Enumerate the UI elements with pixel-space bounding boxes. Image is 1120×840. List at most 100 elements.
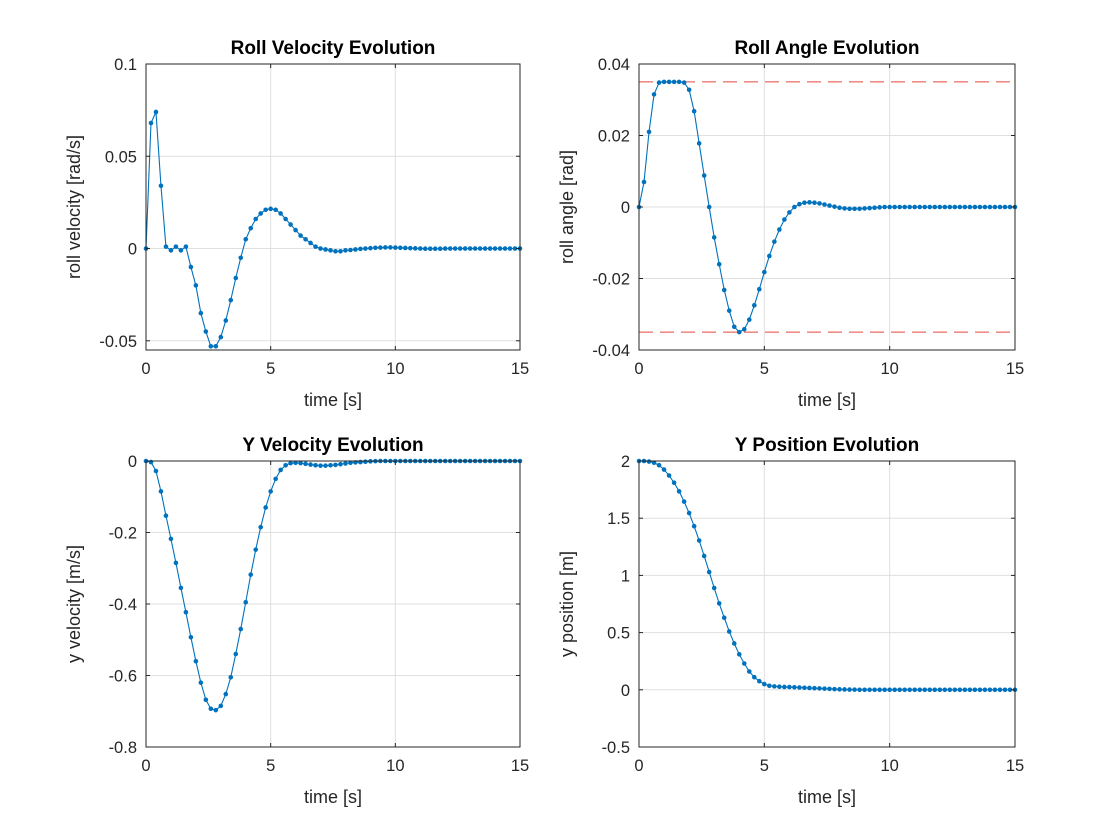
- chart-2-x-tick-label: 5: [760, 360, 769, 378]
- chart-1-data-point: [437, 246, 443, 252]
- chart-4-data-point: [726, 629, 732, 634]
- chart-4-y-axis-label: y position [m]: [557, 551, 577, 657]
- chart-4-data-point: [721, 615, 727, 621]
- chart-4-data-point: [777, 684, 782, 690]
- chart-4-data-point: [982, 687, 988, 693]
- chart-4-data-point: [807, 685, 812, 691]
- chart-2-y-tick-label: 0.02: [598, 128, 630, 146]
- chart-4-data-point: [782, 684, 787, 690]
- chart-4-data-point: [797, 685, 802, 690]
- chart-2-data-point: [782, 217, 787, 222]
- chart-4-data-point: [827, 686, 832, 692]
- chart-4-data-point: [832, 686, 837, 692]
- chart-1-data-point: [148, 120, 154, 126]
- chart-3-data-point: [198, 680, 204, 685]
- chart-3-data-point: [153, 468, 159, 474]
- chart-4-data-point: [902, 687, 908, 693]
- chart-2-data-point: [767, 253, 772, 259]
- chart-4-data-point: [862, 687, 867, 693]
- chart-3-data-point: [348, 460, 353, 466]
- chart-4-data-point: [957, 687, 963, 693]
- chart-3-data-point: [338, 461, 343, 467]
- chart-4-data-point: [646, 459, 652, 464]
- chart-2-data-point: [957, 204, 963, 210]
- chart-1-data-point: [173, 244, 179, 249]
- chart-1-data-point: [368, 245, 373, 251]
- chart-1-data-point: [497, 246, 503, 251]
- chart-1-data-point: [472, 246, 478, 251]
- chart-2-data-point: [852, 206, 857, 212]
- chart-2-y-axis-label: roll angle [rad]: [557, 150, 577, 264]
- chart-3-y-tick-label: -0.2: [109, 525, 137, 543]
- chart-2-data-point: [857, 206, 862, 212]
- chart-3-data-point: [278, 467, 283, 473]
- chart-4: 0 5 10 15-0.500.511.52Y Position Evolutiont…: [557, 435, 1024, 807]
- chart-3-y-tick-label: -0.8: [109, 739, 137, 757]
- chart-1-data-point: [452, 246, 458, 251]
- chart-4-data-point: [872, 687, 877, 693]
- chart-2-y-tick-label: 0.04: [598, 56, 630, 74]
- chart-3-data-point: [363, 459, 368, 465]
- chart-2-data-point: [686, 87, 692, 93]
- chart-2-data-point: [927, 204, 933, 210]
- chart-3-data-point: [173, 560, 179, 566]
- chart-4-data-point: [691, 523, 697, 529]
- chart-1-data-point: [378, 245, 383, 250]
- chart-4-data-point: [666, 473, 672, 478]
- chart-1-data-point: [417, 246, 423, 251]
- chart-4-axes-box: [638, 460, 1016, 748]
- chart-3-data-point: [188, 634, 194, 640]
- chart-1-data-point: [492, 246, 498, 251]
- chart-3-data-point: [238, 626, 244, 632]
- chart-4-data-point: [927, 687, 933, 693]
- chart-4-data-point: [736, 652, 742, 657]
- chart-4-x-tick-label: 0: [634, 757, 643, 775]
- chart-2-data-point: [997, 204, 1003, 210]
- chart-1-data-point: [318, 246, 323, 251]
- chart-3-x-axis-label: time [s]: [304, 787, 362, 807]
- chart-2-data-point: [967, 204, 973, 210]
- chart-3-data-point: [168, 536, 174, 542]
- chart-4-data-point: [812, 685, 817, 691]
- chart-3-x-tick-label: 0: [141, 757, 150, 775]
- chart-3-y-tick-label: 0: [128, 453, 137, 471]
- chart-4-data-point: [907, 687, 913, 693]
- chart-2-data-point: [922, 204, 928, 210]
- chart-4-data-point: [922, 687, 928, 693]
- chart-4-data-point: [1002, 687, 1008, 693]
- chart-2-data-point: [757, 286, 762, 292]
- chart-4-data-point: [897, 687, 902, 693]
- chart-1-data-point: [253, 216, 259, 222]
- chart-1-data-point: [447, 246, 453, 251]
- chart-2-data-point: [772, 239, 777, 244]
- chart-1-data-point: [507, 246, 513, 251]
- chart-3-y-tick-label: -0.6: [109, 668, 137, 686]
- chart-1-x-tick-label: 0: [141, 360, 150, 378]
- chart-3-data-point: [163, 513, 169, 518]
- chart-4-data-point: [787, 684, 792, 690]
- chart-4-data-point: [716, 601, 722, 606]
- chart-1-data-point: [407, 245, 413, 251]
- chart-1-data-point: [353, 247, 358, 252]
- chart-2-data-point: [932, 204, 938, 210]
- chart-3-data-point: [303, 461, 308, 467]
- chart-2-data-point: [872, 205, 877, 211]
- chart-1-data-point: [308, 240, 313, 246]
- chart-2-title: Roll Angle Evolution: [734, 38, 919, 59]
- chart-2-data-point: [902, 204, 908, 210]
- chart-1-data-point: [457, 246, 463, 251]
- chart-4-data-point: [802, 685, 807, 691]
- chart-3-data-point: [148, 459, 154, 465]
- chart-1-data-point: [343, 248, 348, 253]
- chart-4-title: Y Position Evolution: [735, 435, 919, 456]
- chart-2-data-point: [681, 80, 687, 85]
- chart-2-data-point: [661, 79, 667, 85]
- chart-4-x-tick-label: 15: [1006, 757, 1024, 775]
- chart-2-data-point: [641, 179, 647, 185]
- chart-1-data-point: [393, 245, 398, 250]
- chart-3-data-point: [313, 462, 318, 468]
- chart-2-data-point: [947, 204, 953, 210]
- chart-1-x-axis-label: time [s]: [304, 390, 362, 410]
- chart-2-data-point: [907, 204, 913, 210]
- chart-1-data-point: [422, 246, 428, 252]
